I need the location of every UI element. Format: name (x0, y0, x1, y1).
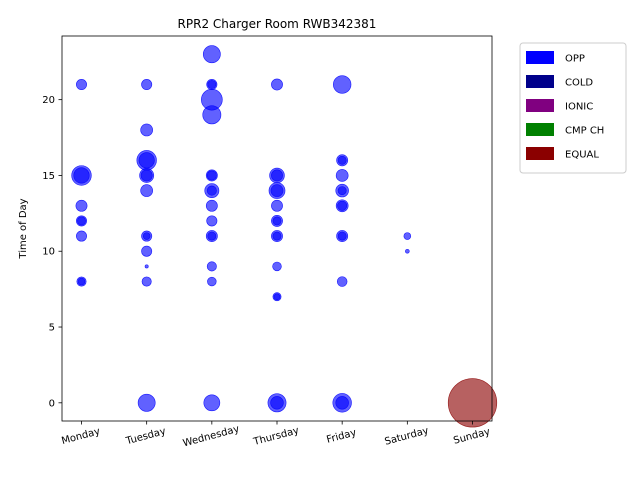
legend-label: CMP CH (565, 126, 604, 137)
data-point (272, 261, 282, 272)
data-point (335, 169, 349, 182)
data-point (140, 123, 153, 137)
legend-swatch (526, 147, 554, 160)
data-point (333, 75, 352, 94)
data-point (202, 105, 222, 125)
data-point (337, 155, 347, 165)
data-point (206, 185, 217, 196)
data-point (403, 232, 412, 240)
legend-swatch (526, 51, 554, 64)
legend-swatch (526, 123, 554, 136)
legend-swatch (526, 99, 554, 112)
data-point (73, 167, 90, 184)
data-point (270, 396, 284, 410)
data-point (141, 79, 153, 90)
plot-points (71, 45, 498, 428)
data-point (76, 230, 87, 242)
x-tick-label: Thursday (252, 425, 301, 448)
data-point (206, 215, 218, 227)
data-point (138, 152, 155, 169)
data-point (205, 199, 218, 212)
data-point (206, 261, 217, 272)
data-point (142, 232, 151, 240)
y-axis-label: Time of Day (18, 198, 29, 259)
data-point (207, 80, 217, 89)
data-point (141, 276, 152, 287)
y-tick-label: 5 (49, 323, 55, 334)
data-point (207, 276, 217, 287)
data-point (144, 264, 149, 269)
data-point (77, 277, 86, 286)
x-tick-label: Saturday (383, 425, 429, 447)
plot-area-frame (61, 35, 493, 422)
data-point (271, 78, 283, 91)
y-tick-label: 15 (42, 171, 55, 182)
data-point (270, 184, 284, 197)
data-point (447, 378, 498, 428)
data-point (271, 199, 283, 212)
x-tick-label: Sunday (452, 426, 491, 446)
data-point (141, 245, 153, 257)
data-point (273, 293, 281, 301)
data-point (206, 170, 217, 181)
legend-label: IONIC (565, 102, 593, 113)
x-axis: Monday Tuesday Wednesday Thursday Friday Satu… (60, 421, 491, 449)
legend-swatch (526, 75, 554, 88)
y-tick-label: 20 (42, 95, 55, 106)
data-point (272, 231, 282, 241)
data-point (335, 396, 349, 410)
data-point (77, 216, 86, 226)
data-point (76, 79, 87, 90)
data-point (207, 231, 217, 241)
data-point (140, 169, 153, 182)
data-point (337, 186, 347, 196)
data-point (336, 276, 348, 287)
x-tick-label: Friday (325, 427, 357, 445)
y-axis: 0 5 10 15 20 (42, 95, 62, 409)
data-point (405, 248, 410, 254)
legend-label: OPP (565, 54, 585, 65)
data-point (75, 199, 88, 212)
legend: OPP COLD IONIC CMP CH EQUAL (519, 42, 627, 174)
chart-title: RPR2 Charger Room RWB342381 (178, 17, 377, 31)
data-point (271, 169, 283, 182)
y-tick-label: 0 (49, 398, 55, 409)
legend-label: COLD (565, 78, 593, 89)
data-point (202, 45, 221, 64)
x-tick-label: Tuesday (124, 426, 167, 447)
data-point (337, 231, 347, 241)
data-point (337, 200, 348, 211)
data-point (203, 394, 221, 412)
x-tick-label: Wednesday (182, 424, 241, 450)
legend-label: EQUAL (565, 150, 599, 161)
data-point (137, 393, 156, 412)
y-tick-label: 10 (42, 247, 55, 258)
data-point (140, 184, 153, 197)
x-tick-label: Monday (60, 426, 101, 447)
data-point (272, 216, 282, 226)
